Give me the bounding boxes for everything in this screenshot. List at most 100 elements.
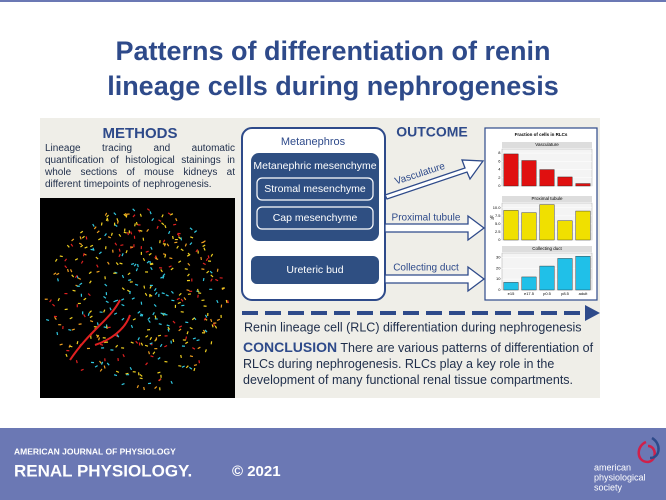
- speckle: [54, 258, 58, 262]
- speckle: [202, 329, 206, 333]
- x-tick-label: e15: [508, 291, 515, 296]
- y-tick-label: 0: [498, 237, 501, 242]
- speckle: [116, 220, 119, 224]
- speckle: [164, 344, 168, 348]
- speckle: [89, 244, 94, 248]
- speckle: [135, 268, 138, 272]
- speckle: [99, 343, 104, 346]
- speckle: [154, 291, 158, 295]
- speckle: [192, 337, 196, 340]
- speckle: [160, 276, 164, 279]
- speckle: [139, 229, 143, 232]
- speckle: [150, 246, 153, 250]
- speckle: [130, 324, 134, 329]
- speckle: [137, 310, 141, 314]
- y-tick-label: 6: [498, 158, 501, 163]
- speckle: [81, 235, 85, 239]
- speckle: [64, 258, 68, 262]
- y-tick-label: 5.0: [495, 221, 501, 226]
- speckle: [140, 313, 144, 316]
- speckle: [200, 256, 202, 261]
- speckle: [103, 326, 107, 329]
- speckle: [186, 331, 189, 335]
- footer: [0, 428, 666, 500]
- metanephros-label: Metanephros: [281, 136, 346, 148]
- speckle: [216, 268, 219, 272]
- speckle: [139, 374, 143, 377]
- speckle: [113, 312, 118, 315]
- speckle: [88, 310, 92, 314]
- speckle: [96, 270, 100, 273]
- speckle: [146, 208, 151, 211]
- speckle: [160, 269, 163, 273]
- speckle: [177, 301, 181, 304]
- speckle: [168, 230, 171, 235]
- speckle: [107, 236, 112, 239]
- speckle: [204, 329, 208, 333]
- stromal-label: Stromal mesenchyme: [264, 183, 366, 195]
- panel-title: Collecting duct: [532, 246, 562, 251]
- speckle: [189, 366, 193, 370]
- speckle: [115, 370, 120, 373]
- speckle: [145, 335, 149, 338]
- speckle: [103, 309, 106, 313]
- speckle: [207, 255, 210, 259]
- speckle: [144, 344, 149, 347]
- speckle: [80, 260, 84, 264]
- y-tick-label: 0: [498, 183, 501, 188]
- speckle: [166, 324, 170, 327]
- speckle: [123, 231, 127, 234]
- speckle: [166, 243, 170, 247]
- speckle: [132, 208, 136, 212]
- speckle: [125, 372, 129, 375]
- speckle: [187, 262, 191, 266]
- speckle: [96, 322, 99, 326]
- speckle: [146, 228, 150, 232]
- speckle: [167, 328, 170, 332]
- y-tick-label: 0: [498, 287, 501, 292]
- speckle: [80, 230, 84, 234]
- speckle: [202, 277, 205, 282]
- speckle: [136, 384, 140, 389]
- bar: [539, 204, 555, 241]
- speckle: [172, 320, 176, 324]
- speckle: [68, 328, 72, 331]
- speckle: [93, 226, 97, 230]
- speckle: [189, 227, 193, 231]
- speckle: [136, 264, 139, 268]
- speckle: [88, 271, 92, 275]
- society: society: [594, 482, 623, 492]
- speckle: [205, 257, 209, 262]
- speckle: [92, 223, 95, 227]
- outcome-heading: OUTCOME: [396, 124, 468, 140]
- speckle: [74, 258, 79, 261]
- bar: [521, 276, 537, 291]
- speckle: [153, 287, 157, 292]
- speckle: [210, 274, 214, 278]
- speckle: [169, 257, 173, 260]
- speckle: [206, 270, 210, 274]
- speckle: [139, 377, 143, 380]
- journal: AMERICAN JOURNAL OF PHYSIOLOGY: [14, 446, 176, 456]
- x-tick-label: adult: [579, 291, 589, 296]
- speckle: [84, 246, 88, 249]
- speckle: [159, 343, 163, 348]
- speckle: [162, 273, 166, 277]
- y-tick-label: 4: [498, 167, 501, 172]
- speckle: [198, 360, 201, 364]
- y-tick-label: 20: [496, 265, 501, 270]
- speckle: [95, 256, 99, 260]
- speckle: [127, 289, 131, 293]
- speckle: [221, 287, 225, 289]
- y-tick-label: 2.5: [495, 229, 501, 234]
- speckle: [71, 274, 75, 278]
- micrograph-speckles: [44, 208, 229, 391]
- speckle: [176, 233, 180, 237]
- speckle: [162, 253, 167, 256]
- speckle: [195, 249, 199, 253]
- speckle: [121, 317, 125, 321]
- speckle: [201, 268, 205, 270]
- speckle: [187, 273, 190, 277]
- bud-label: Ureteric bud: [286, 264, 343, 276]
- speckle: [87, 293, 91, 297]
